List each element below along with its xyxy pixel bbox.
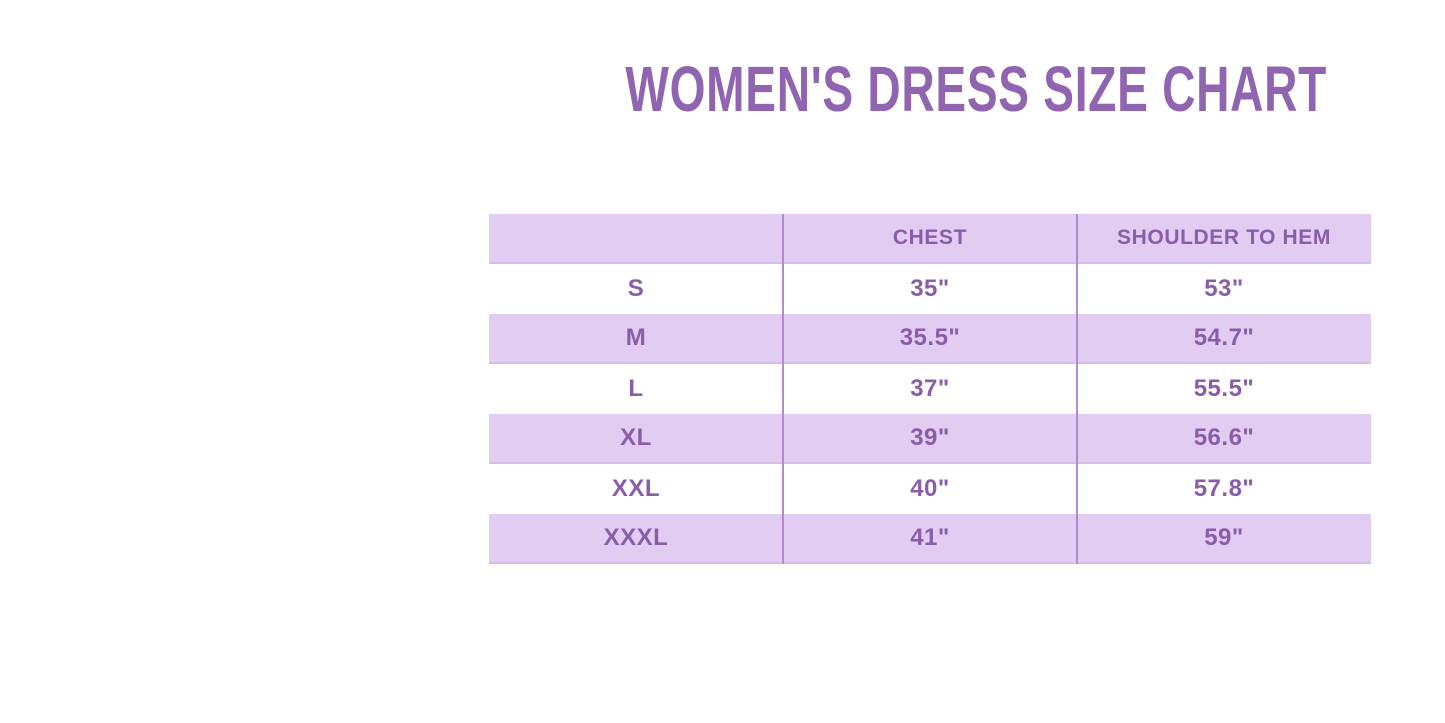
- chest-cell: 35": [910, 275, 950, 302]
- table-header-row: CHEST SHOULDER TO HEM: [489, 214, 1371, 264]
- column-divider-right: [1076, 214, 1078, 564]
- table-row-xl: XL 39" 56.6": [489, 414, 1371, 464]
- chest-cell: 41": [910, 524, 950, 551]
- page-title-text: WOMEN'S DRESS SIZE CHART: [625, 53, 1327, 125]
- table-row-s: S 35" 53": [489, 264, 1371, 314]
- chest-cell: 39": [910, 424, 950, 451]
- table-row-m: M 35.5" 54.7": [489, 314, 1371, 364]
- header-size-cell: [489, 214, 783, 262]
- size-cell: XL: [620, 424, 652, 451]
- page-title: WOMEN'S DRESS SIZE CHART: [489, 57, 1326, 121]
- chest-cell: 35.5": [899, 324, 961, 351]
- hem-cell: 55.5": [1193, 375, 1255, 402]
- table-row-l: L 37" 55.5": [489, 364, 1371, 414]
- chest-cell: 40": [910, 475, 950, 502]
- hem-cell: 59": [1204, 524, 1244, 551]
- header-shoulder-to-hem-cell: SHOULDER TO HEM: [1117, 226, 1331, 249]
- hem-cell: 57.8": [1193, 475, 1255, 502]
- column-divider-left: [782, 214, 784, 564]
- size-cell: M: [625, 324, 647, 351]
- size-cell: S: [627, 275, 645, 302]
- size-cell: L: [628, 375, 644, 402]
- table-row-xxxl: XXXL 41" 59": [489, 514, 1371, 564]
- size-cell: XXL: [611, 475, 661, 502]
- size-table: CHEST SHOULDER TO HEM S 35" 53" M 35.5" …: [489, 214, 1371, 564]
- hem-cell: 53": [1204, 275, 1244, 302]
- hem-cell: 56.6": [1193, 424, 1255, 451]
- header-chest-cell: CHEST: [892, 226, 968, 249]
- chest-cell: 37": [910, 375, 950, 402]
- hem-cell: 54.7": [1193, 324, 1255, 351]
- table-row-xxl: XXL 40" 57.8": [489, 464, 1371, 514]
- size-cell: XXXL: [603, 524, 669, 551]
